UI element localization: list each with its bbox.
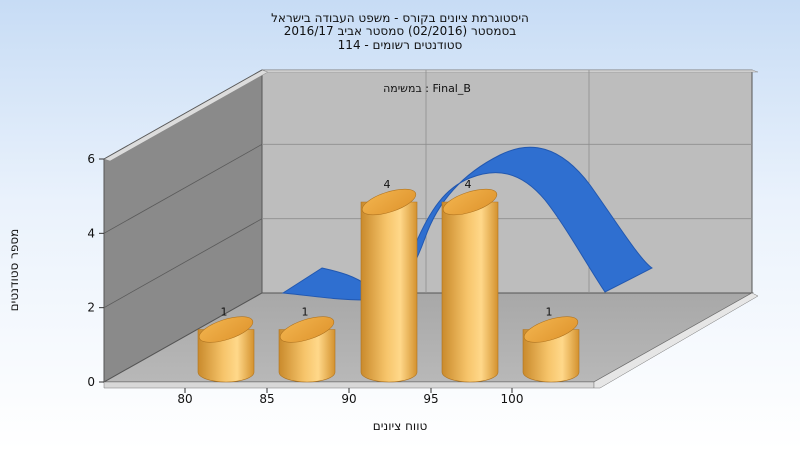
floor-edge — [103, 381, 595, 389]
bar-body — [441, 201, 499, 383]
x-tick-label: 85 — [259, 392, 274, 406]
y-axis-label: מספר סטודנטים — [7, 228, 21, 312]
bar: 4 — [360, 178, 418, 383]
bar: 1 — [522, 306, 580, 383]
y-tick-label: 0 — [87, 375, 95, 389]
bar: 1 — [278, 306, 336, 383]
y-tick-label: 6 — [87, 152, 95, 166]
floor-right-edge — [593, 292, 759, 389]
chart-semester: בסמסטר (02/2016) סמסטר אביב 2016/17 — [283, 24, 517, 38]
x-axis-label: טווח ציונים — [372, 419, 428, 433]
bar-data-label: 4 — [465, 178, 472, 191]
bar-data-label: 1 — [546, 306, 553, 319]
x-tick-label: 90 — [341, 392, 356, 406]
bar-body — [360, 201, 418, 383]
chart-enrollment: סטודנטים רשומים - 114 — [337, 38, 463, 52]
x-tick-label: 80 — [177, 392, 192, 406]
y-tick-label: 2 — [87, 301, 95, 315]
bar: 4 — [441, 178, 499, 383]
bar-top — [198, 316, 254, 343]
bar: 1 — [197, 306, 255, 383]
back-wall — [261, 69, 753, 294]
grid-lines — [103, 69, 752, 309]
x-tick-label: 100 — [501, 392, 524, 406]
grid-line-left — [103, 69, 263, 160]
chart-subtitle: במשימה : Final_B — [383, 82, 471, 95]
bar-top — [361, 188, 417, 216]
chart-title: היסטוגרמת ציונים בקורס - משפט העבודה ביש… — [271, 11, 529, 25]
bar-top — [442, 188, 498, 216]
bar-data-label: 4 — [384, 178, 391, 191]
bar-top — [279, 316, 335, 343]
x-tick-label: 95 — [423, 392, 438, 406]
y-axis: 0 2 4 6 — [87, 152, 104, 389]
y-tick-label: 4 — [87, 226, 95, 240]
bar-data-label: 1 — [221, 306, 228, 319]
x-axis: 80 85 90 95 100 — [177, 388, 523, 406]
grid-line-left — [103, 218, 263, 309]
bar-top — [523, 316, 579, 343]
bar-data-label: 1 — [302, 306, 309, 319]
grid-line-left — [103, 143, 263, 234]
bars-layer: 1 1 4 4 1 — [197, 178, 580, 383]
